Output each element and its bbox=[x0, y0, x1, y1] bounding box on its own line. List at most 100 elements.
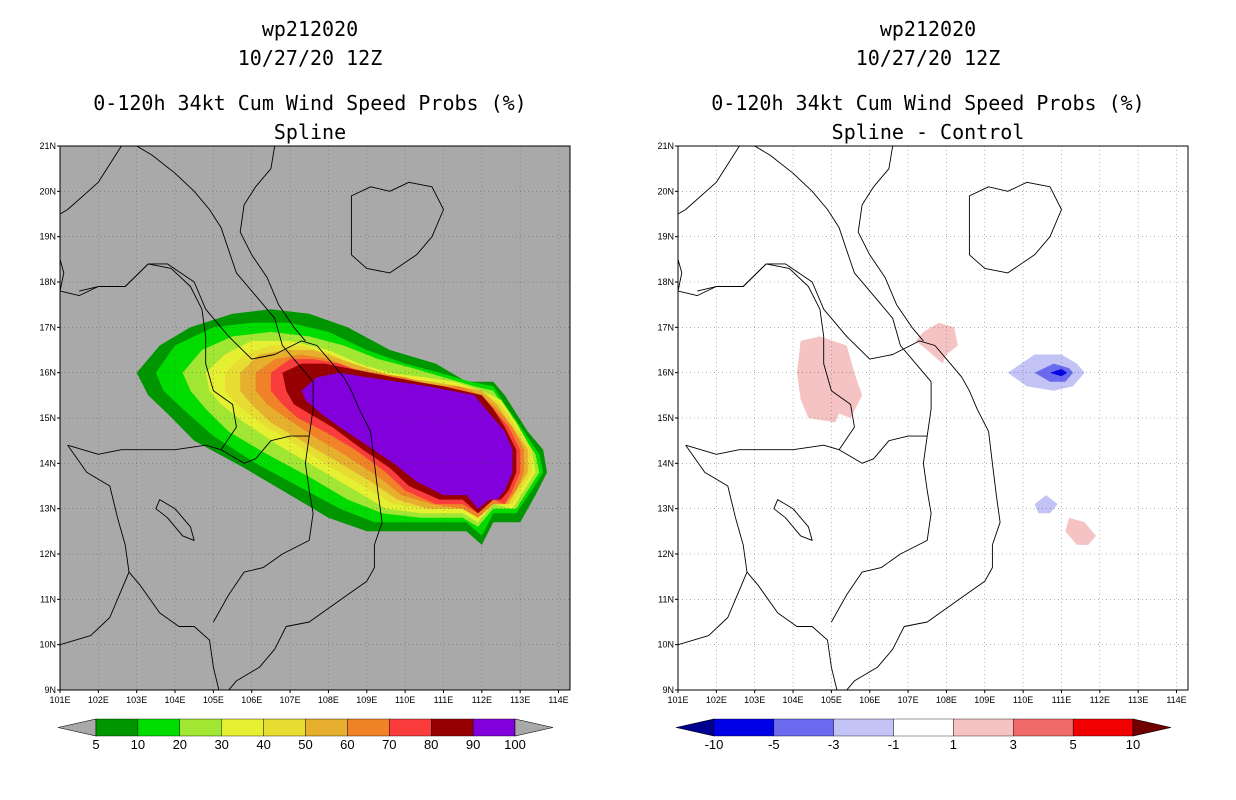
left-lon-label: 103E bbox=[126, 695, 147, 705]
right-country-border bbox=[678, 146, 740, 215]
left-lat-label: 10N bbox=[39, 640, 56, 650]
left-colorbar-swatch bbox=[347, 718, 390, 737]
left-lon-label: 114E bbox=[548, 695, 568, 705]
right-colorbar-label: 1 bbox=[950, 737, 957, 752]
left-colorbar-over-arrow bbox=[514, 718, 554, 737]
right-product-title: 0-120h 34kt Cum Wind Speed Probs (%) bbox=[711, 91, 1145, 115]
left-colorbar-swatch bbox=[431, 718, 474, 737]
left-colorbar-label: 100 bbox=[504, 737, 526, 752]
left-lat-label: 18N bbox=[39, 277, 56, 287]
right-colorbar-label: -1 bbox=[888, 737, 900, 752]
left-lat-label: 20N bbox=[39, 186, 56, 196]
left-datetime: 10/27/20 12Z bbox=[237, 46, 383, 70]
right-colorbar-label: -3 bbox=[828, 737, 840, 752]
left-lon-label: 113E bbox=[510, 695, 530, 705]
right-map-layers bbox=[678, 146, 1188, 690]
right-lat-label: 19N bbox=[657, 232, 674, 242]
right-colorbar-under-arrow bbox=[675, 718, 715, 737]
right-lon-label: 101E bbox=[667, 695, 688, 705]
right-colorbar-label: -10 bbox=[705, 737, 724, 752]
left-colorbar-swatch bbox=[179, 718, 222, 737]
left-storm-id: wp212020 bbox=[261, 17, 359, 41]
left-lat-label: 11N bbox=[40, 594, 56, 604]
right-colorbar-swatch bbox=[773, 718, 834, 737]
right-colorbar-label: -5 bbox=[768, 737, 780, 752]
right-country-border bbox=[685, 435, 928, 464]
right-colorbar-over-arrow bbox=[1132, 718, 1172, 737]
right-colorbar-swatch bbox=[953, 718, 1014, 737]
right-lat-label: 15N bbox=[657, 413, 674, 423]
right-lat-label: 11N bbox=[658, 594, 674, 604]
right-storm-id: wp212020 bbox=[879, 17, 977, 41]
right-lon-label: 107E bbox=[898, 695, 919, 705]
right-country-border bbox=[697, 263, 855, 450]
right-lat-label: 12N bbox=[657, 549, 674, 559]
left-country-border bbox=[136, 146, 314, 623]
left-lon-label: 102E bbox=[88, 695, 109, 705]
left-lon-label: 107E bbox=[280, 695, 301, 705]
left-panel-title: wp212020 10/27/20 12Z 0-120h 34kt Cum Wi… bbox=[50, 15, 570, 147]
left-colorbar-swatch bbox=[389, 718, 432, 737]
right-lat-label: 18N bbox=[657, 277, 674, 287]
diff-patch bbox=[1065, 517, 1096, 545]
left-colorbar-label: 5 bbox=[92, 737, 99, 752]
right-lat-label: 21N bbox=[657, 141, 674, 151]
diff-patch bbox=[1034, 495, 1058, 514]
left-hainan-island bbox=[350, 181, 444, 274]
right-lon-label: 103E bbox=[744, 695, 765, 705]
left-lon-label: 109E bbox=[356, 695, 377, 705]
left-country-border bbox=[67, 435, 310, 464]
right-lon-label: 113E bbox=[1128, 695, 1148, 705]
right-lon-label: 109E bbox=[974, 695, 995, 705]
right-lon-label: 111E bbox=[1052, 695, 1072, 705]
left-colorbar-label: 20 bbox=[173, 737, 187, 752]
right-coastline-north bbox=[857, 146, 924, 342]
left-colorbar-label: 80 bbox=[424, 737, 438, 752]
right-lat-label: 10N bbox=[657, 640, 674, 650]
left-colorbar-label: 70 bbox=[382, 737, 396, 752]
right-lon-label: 114E bbox=[1166, 695, 1186, 705]
left-lat-label: 9N bbox=[44, 685, 56, 695]
right-lat-label: 17N bbox=[657, 322, 674, 332]
right-colorbar-swatch bbox=[1013, 718, 1074, 737]
prob-band-90pct bbox=[301, 372, 513, 509]
right-lon-label: 112E bbox=[1090, 695, 1110, 705]
left-colorbar-label: 10 bbox=[131, 737, 145, 752]
left-lon-label: 110E bbox=[395, 695, 415, 705]
left-colorbar-label: 50 bbox=[298, 737, 312, 752]
right-panel-title: wp212020 10/27/20 12Z 0-120h 34kt Cum Wi… bbox=[668, 15, 1188, 147]
left-lat-label: 13N bbox=[39, 504, 56, 514]
right-colorbar-label: 10 bbox=[1126, 737, 1140, 752]
right-lon-label: 110E bbox=[1013, 695, 1033, 705]
right-coastline-gulf bbox=[678, 571, 838, 690]
left-colorbar-label: 30 bbox=[214, 737, 228, 752]
right-lon-label: 108E bbox=[936, 695, 957, 705]
left-colorbar-under-arrow bbox=[57, 718, 97, 737]
left-colorbar-swatch bbox=[263, 718, 306, 737]
left-colorbar-swatch bbox=[221, 718, 264, 737]
right-lat-label: 13N bbox=[657, 504, 674, 514]
left-lon-label: 108E bbox=[318, 695, 339, 705]
left-country-border bbox=[79, 263, 237, 450]
right-lon-label: 102E bbox=[706, 695, 727, 705]
left-lon-label: 111E bbox=[434, 695, 454, 705]
left-colorbar-swatch bbox=[95, 718, 139, 737]
left-lat-label: 19N bbox=[39, 232, 56, 242]
left-subtitle: Spline bbox=[273, 120, 347, 144]
right-colorbar-swatch bbox=[893, 718, 954, 737]
right-tonle-sap-lake bbox=[773, 499, 813, 541]
right-colorbar-label: 5 bbox=[1070, 737, 1077, 752]
right-country-border bbox=[754, 146, 932, 623]
left-map-layers bbox=[60, 146, 570, 690]
left-lat-label: 17N bbox=[39, 322, 56, 332]
left-lat-label: 12N bbox=[39, 549, 56, 559]
left-colorbar-swatch bbox=[305, 718, 348, 737]
right-lat-label: 14N bbox=[657, 458, 674, 468]
right-datetime: 10/27/20 12Z bbox=[855, 46, 1001, 70]
right-lon-label: 104E bbox=[783, 695, 804, 705]
right-lon-label: 105E bbox=[821, 695, 842, 705]
left-lon-label: 106E bbox=[241, 695, 262, 705]
left-colorbar-label: 90 bbox=[466, 737, 480, 752]
left-lat-label: 15N bbox=[39, 413, 56, 423]
left-tonle-sap-lake bbox=[155, 499, 195, 541]
